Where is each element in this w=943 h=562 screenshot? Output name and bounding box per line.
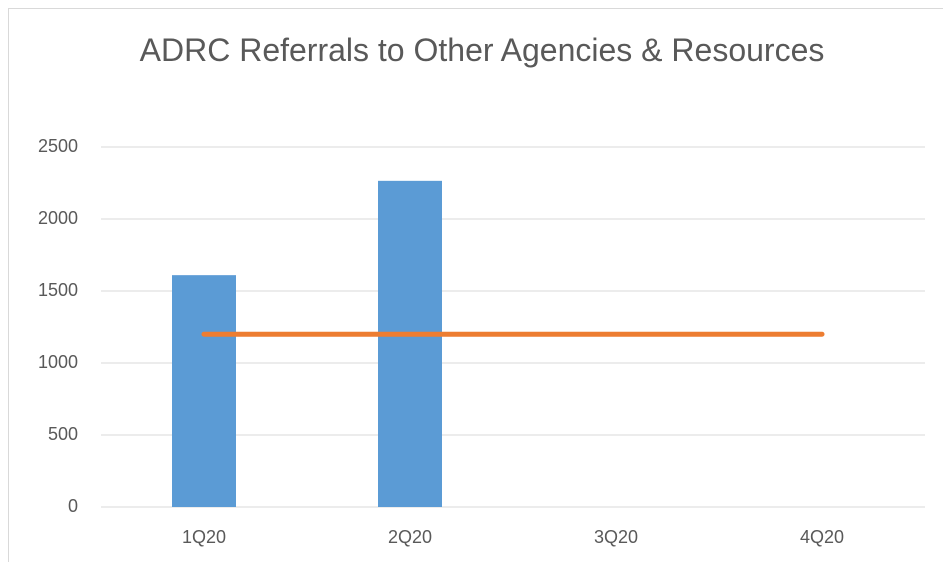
y-tick-label: 2000 (38, 208, 78, 228)
chart-title: ADRC Referrals to Other Agencies & Resou… (139, 32, 825, 68)
y-tick-label: 0 (68, 496, 78, 516)
bar (378, 180, 442, 507)
bar (172, 275, 236, 507)
x-tick-label: 3Q20 (594, 527, 638, 547)
chart-border (8, 8, 943, 562)
y-tick-label: 1500 (38, 280, 78, 300)
x-tick-label: 4Q20 (800, 527, 844, 547)
y-tick-label: 1000 (38, 352, 78, 372)
y-tick-label: 2500 (38, 136, 78, 156)
x-tick-label: 1Q20 (182, 527, 226, 547)
x-tick-label: 2Q20 (388, 527, 432, 547)
y-tick-label: 500 (48, 424, 78, 444)
